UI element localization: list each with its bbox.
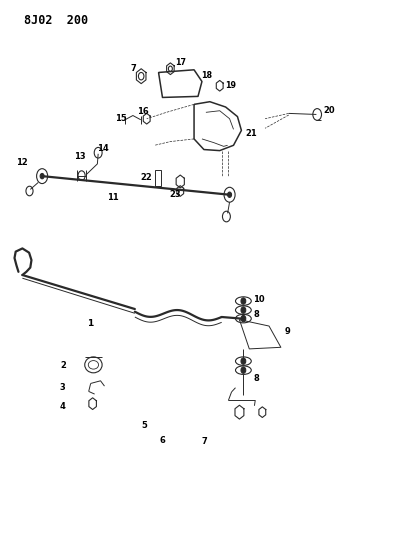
Text: 15: 15 <box>115 114 127 123</box>
Text: 9: 9 <box>285 327 291 336</box>
Text: 19: 19 <box>225 81 236 90</box>
Text: 13: 13 <box>74 152 85 161</box>
Text: 10: 10 <box>253 295 265 304</box>
Text: 16: 16 <box>137 107 149 116</box>
Text: 23: 23 <box>169 190 181 199</box>
Circle shape <box>241 367 246 373</box>
Text: 14: 14 <box>97 144 109 153</box>
Text: 6: 6 <box>160 436 166 445</box>
Text: 22: 22 <box>140 173 152 182</box>
Text: 11: 11 <box>107 193 119 202</box>
Circle shape <box>241 307 246 313</box>
Ellipse shape <box>88 361 99 369</box>
Circle shape <box>228 192 232 197</box>
Text: 4: 4 <box>59 402 65 411</box>
Text: 2: 2 <box>61 361 67 370</box>
Text: 17: 17 <box>175 59 187 67</box>
Text: 8J02  200: 8J02 200 <box>25 14 88 27</box>
Circle shape <box>40 173 44 179</box>
Circle shape <box>241 298 246 304</box>
Text: 20: 20 <box>324 106 335 115</box>
Text: 8: 8 <box>253 374 259 383</box>
Circle shape <box>241 358 246 365</box>
Text: 12: 12 <box>17 158 28 167</box>
Text: 21: 21 <box>246 129 257 138</box>
Text: 5: 5 <box>141 422 147 431</box>
Text: 7: 7 <box>131 64 137 72</box>
Text: 18: 18 <box>201 70 212 79</box>
Circle shape <box>241 316 246 322</box>
Text: 8: 8 <box>253 310 259 319</box>
Text: 7: 7 <box>201 438 207 447</box>
Text: 3: 3 <box>59 383 65 392</box>
Text: 1: 1 <box>87 319 93 328</box>
